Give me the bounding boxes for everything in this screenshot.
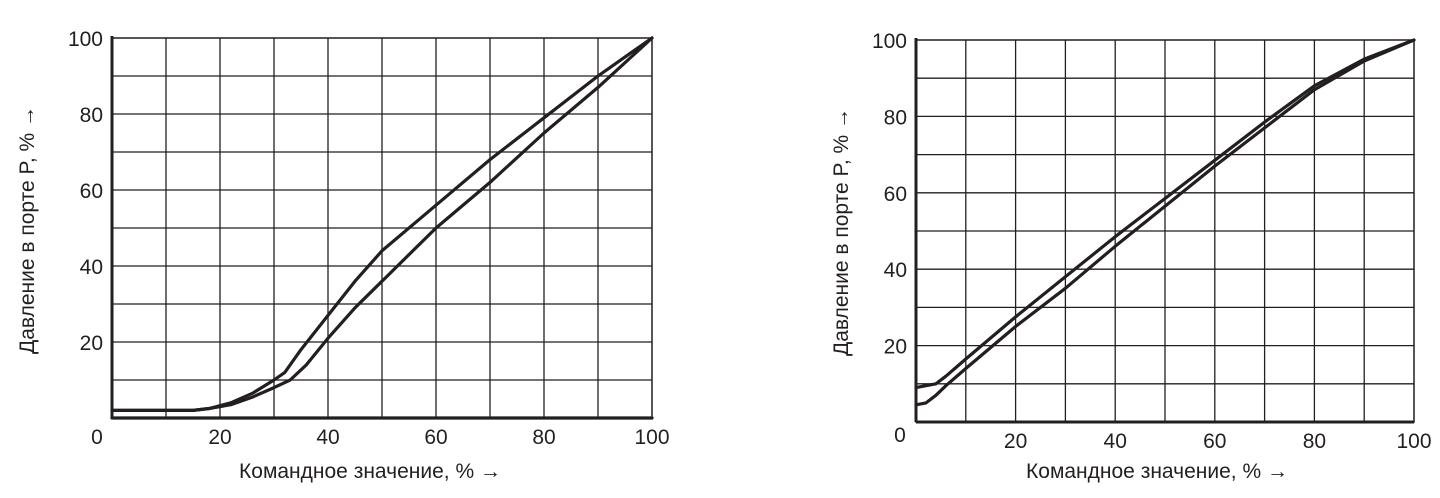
y-tick-label: 80 bbox=[80, 104, 103, 127]
grid bbox=[112, 38, 652, 418]
y-tick-label: 60 bbox=[80, 180, 103, 203]
x-tick-label: 80 bbox=[532, 426, 555, 449]
y-tick-label: 20 bbox=[80, 332, 103, 355]
y-tick-label: 40 bbox=[884, 259, 907, 282]
x-tick-label: 60 bbox=[424, 426, 447, 449]
chart-left-svg: 0 20 40 60 80 100 20 40 60 80 100 Командное значени… bbox=[16, 28, 670, 483]
grid bbox=[916, 40, 1414, 422]
x-tick-label: 100 bbox=[634, 426, 669, 449]
y-tick-label: 100 bbox=[872, 30, 907, 53]
origin-tick-label: 0 bbox=[894, 424, 906, 447]
x-tick-label: 100 bbox=[1396, 430, 1431, 453]
series-line-2 bbox=[914, 38, 1416, 407]
x-tick-label: 80 bbox=[1303, 430, 1326, 453]
chart-right: 20 40 60 80 100 0 20 40 60 80 100 Командное значени… bbox=[800, 0, 1440, 498]
x-tick-label: 20 bbox=[1004, 430, 1027, 453]
x-tick-label: 0 bbox=[91, 426, 103, 449]
chart-right-svg: 20 40 60 80 100 0 20 40 60 80 100 Командное значени… bbox=[830, 30, 1432, 483]
y-tick-label: 80 bbox=[884, 106, 907, 129]
y-tick-label: 40 bbox=[80, 256, 103, 279]
series-line-1 bbox=[914, 38, 1416, 390]
y-axis-label: Давление в порте P, % → bbox=[16, 106, 39, 354]
series-line-2 bbox=[110, 36, 654, 412]
y-tick-label: 100 bbox=[68, 28, 103, 51]
x-axis-label: Командное значение, % → bbox=[239, 460, 501, 483]
x-tick-label: 40 bbox=[316, 426, 339, 449]
chart-left: 0 20 40 60 80 100 20 40 60 80 100 Командное значени… bbox=[0, 0, 700, 498]
x-tick-label: 20 bbox=[208, 426, 231, 449]
y-tick-label: 60 bbox=[884, 183, 907, 206]
y-tick-label: 20 bbox=[884, 336, 907, 359]
x-tick-label: 40 bbox=[1104, 430, 1127, 453]
y-axis-label: Давление в порте P, % → bbox=[830, 108, 853, 356]
x-tick-label: 60 bbox=[1203, 430, 1226, 453]
x-axis-label: Командное значение, % → bbox=[1026, 460, 1288, 483]
